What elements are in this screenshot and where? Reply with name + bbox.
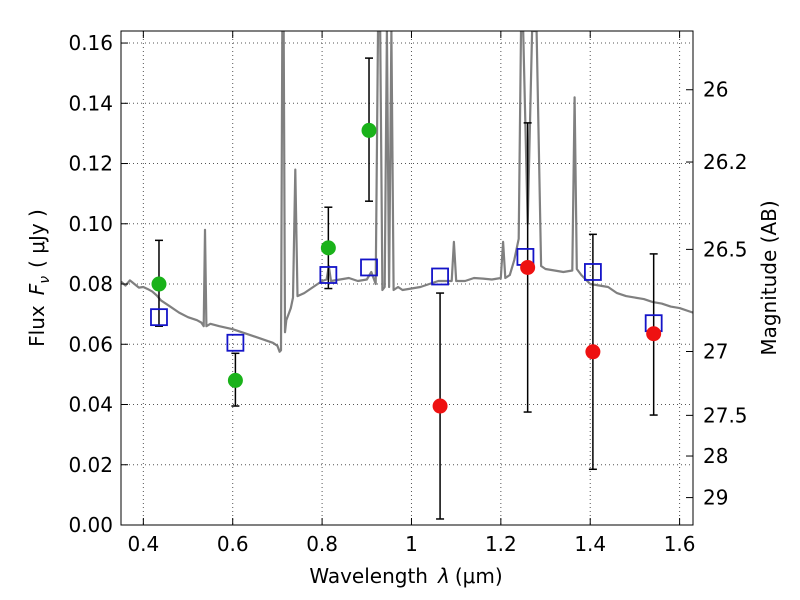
y2-tick-label: 26.5 <box>703 237 748 261</box>
x-axis-title: Wavelength λ (μm) <box>309 564 502 588</box>
y-axis-title-prefix: Flux <box>25 305 49 347</box>
x-tick-label: 1.4 <box>574 532 606 556</box>
detection-point <box>361 122 377 138</box>
y-tick-label: 0.16 <box>68 31 113 55</box>
x-tick-label: 1.6 <box>664 532 696 556</box>
y2-tick-label: 27.5 <box>703 403 748 427</box>
model-square <box>319 266 338 284</box>
y-tick-label: 0.08 <box>68 272 113 296</box>
upper-point <box>520 259 536 275</box>
model-square <box>226 333 245 352</box>
y-axis-title-unit: ( μJy ) <box>25 209 49 268</box>
y-tick-label: 0.00 <box>68 513 113 537</box>
y2-tick-label: 29 <box>703 486 728 510</box>
detection-point <box>151 276 167 292</box>
y-tick-label: 0.14 <box>68 91 113 115</box>
y2-axis-title: Magnitude (AB) <box>757 200 781 355</box>
y2-tick-label: 28 <box>703 444 728 468</box>
x-axis-title-prefix: Wavelength <box>309 564 428 588</box>
y-axis-title: Flux Fν ( μJy ) <box>25 209 53 347</box>
x-tick-label: 0.6 <box>217 532 249 556</box>
model-square <box>584 263 602 281</box>
upper-point <box>585 344 601 360</box>
x-tick-label: 0.8 <box>306 532 338 556</box>
x-axis-title-unit: (μm) <box>455 564 503 588</box>
detection-point <box>227 372 243 388</box>
y2-tick-label: 26.2 <box>703 150 748 174</box>
x-axis-title-symbol: λ <box>437 564 450 588</box>
axis-ticks: 0.4 0.6 0.8 1 1.2 1.4 1.6 0.00 0.02 0.04 0.06 0.08 0… <box>68 31 748 556</box>
detection-point <box>320 240 336 256</box>
y-tick-label: 0.04 <box>68 393 113 417</box>
spectrum-line <box>121 31 693 353</box>
upper-point <box>432 398 448 414</box>
y-tick-label: 0.02 <box>68 453 113 477</box>
y-tick-label: 0.12 <box>68 152 113 176</box>
y-axis-title-subscript: ν <box>37 276 53 284</box>
plot-frame <box>120 30 694 526</box>
model-square <box>360 258 378 277</box>
x-tick-label: 1.2 <box>485 532 517 556</box>
upper-point <box>646 326 662 342</box>
y-tick-label: 0.06 <box>68 332 113 356</box>
y2-tick-label: 26 <box>703 78 728 102</box>
y2-tick-label: 27 <box>703 339 728 363</box>
x-tick-label: 1 <box>405 532 418 556</box>
y-tick-label: 0.10 <box>68 212 113 236</box>
model-square <box>431 267 449 286</box>
y-axis-title-symbol: F <box>25 283 49 295</box>
model-square <box>150 308 168 327</box>
x-tick-label: 0.4 <box>127 532 159 556</box>
plot-area <box>121 31 693 520</box>
